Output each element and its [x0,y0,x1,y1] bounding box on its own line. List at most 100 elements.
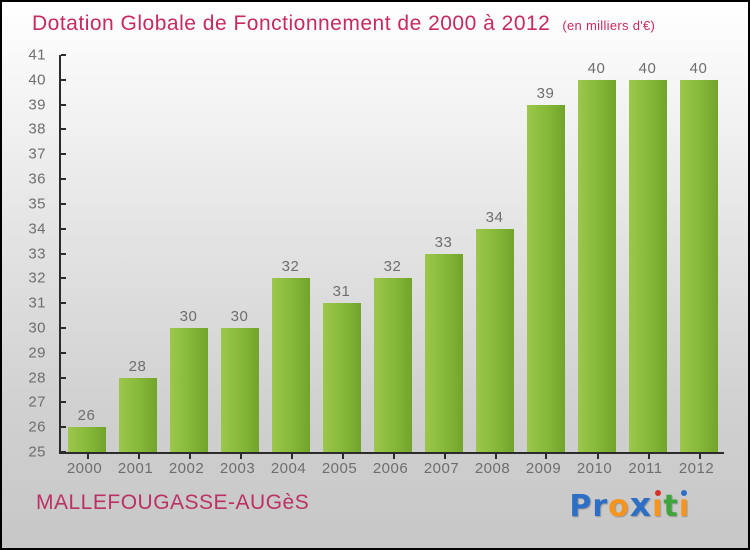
logo-letter-i: ı [652,489,664,524]
y-tick-label: 33 [28,245,46,262]
logo-letter-i: ı [678,489,690,524]
bar-slot-2000: 26 [61,55,112,452]
x-tick-label-2010: 2010 [576,460,613,477]
bar-slot-2006: 32 [367,55,418,452]
x-tick-mark [341,454,344,459]
x-tick-mark [86,454,89,459]
bar-value-label: 26 [77,407,96,425]
y-tick-mark [61,401,66,404]
y-tick-mark [61,178,66,181]
x-tick-label-2008: 2008 [474,460,511,477]
bar-slot-2004: 32 [265,55,316,452]
bar-series: 26 28 30 30 32 31 32 33 34 39 40 40 40 [61,55,724,452]
y-tick-mark [61,153,66,156]
x-tick-mark [494,454,497,459]
x-tick-label-2012: 2012 [678,460,715,477]
x-tick-label-2009: 2009 [525,460,562,477]
y-tick-mark [61,227,66,230]
y-tick-mark [61,78,66,81]
x-tick-label-2002: 2002 [168,460,205,477]
y-tick-mark [61,103,66,106]
y-tick-mark [61,128,66,131]
logo-letter-o: o [608,489,630,524]
y-tick-label: 32 [28,269,46,287]
x-tick-label-2005: 2005 [321,460,358,477]
x-tick-mark [188,454,191,459]
x-tick-mark [392,454,395,459]
y-axis-labels: 25 26 27 28 29 30 31 32 33 34 35 36 37 38 39 40 41 [2,47,54,461]
logo-letter-t: t [663,489,679,524]
commune-name: MALLEFOUGASSE-AUGèS [36,491,310,514]
bar-2007 [424,253,463,452]
x-tick-mark [596,454,599,459]
bar-value-label: 32 [281,258,300,276]
y-tick-label: 39 [28,96,46,114]
logo-letter-dot [681,490,688,496]
y-tick-label: 25 [28,443,46,461]
x-tick-mark [290,454,293,459]
x-axis-labels: 2000 2001 2002 2003 2004 2005 2006 2007 2008 2009… [59,460,722,477]
plot-area: 26 28 30 30 32 31 32 33 34 39 40 40 40 [59,54,724,459]
x-tick-mark [239,454,242,459]
chart-subtitle: (en milliers d'€) [562,18,656,33]
x-tick-label-2004: 2004 [270,460,307,477]
bar-2010 [577,79,616,452]
bar-slot-2012: 40 [673,55,724,452]
y-tick-label: 26 [28,418,46,436]
y-tick-label: 28 [28,369,46,387]
bar-2006 [373,278,412,452]
x-tick-label-2003: 2003 [219,460,256,477]
bar-value-label: 34 [485,208,504,226]
y-tick-label: 34 [28,220,46,238]
logo-letter-x: x [629,485,653,524]
x-tick-label-2000: 2000 [66,460,103,477]
y-tick-label: 35 [28,195,46,213]
y-tick-mark [61,54,66,56]
bar-value-label: 40 [587,59,606,77]
y-tick-mark [61,451,66,453]
bar-slot-2002: 30 [163,55,214,452]
y-tick-label: 27 [28,393,46,411]
bar-value-label: 30 [230,307,249,325]
bar-2009 [526,104,565,452]
y-tick-mark [61,252,66,255]
x-tick-mark [698,454,701,459]
bar-slot-2003: 30 [214,55,265,452]
y-tick-label: 30 [28,319,46,337]
bar-2000 [67,427,106,452]
bar-value-label: 32 [383,258,402,276]
proxiti-logo: Proxı tı [569,485,690,524]
x-tick-label-2011: 2011 [628,460,663,477]
y-tick-label: 38 [28,120,46,138]
bar-slot-2010: 40 [571,55,622,452]
y-tick-mark [61,351,66,354]
y-tick-label: 40 [28,71,46,89]
bar-2012 [679,79,718,452]
y-tick-mark [61,376,66,379]
y-tick-label: 36 [28,170,46,188]
bar-value-label: 28 [128,357,147,375]
logo-letter-dot [654,490,661,496]
bar-2003 [220,327,259,452]
bar-value-label: 39 [536,84,555,102]
x-tick-label-2001: 2001 [117,460,154,477]
logo-letter-P: P [569,489,593,524]
x-tick-mark [443,454,446,459]
y-tick-mark [61,202,66,205]
bar-value-label: 40 [689,59,708,77]
bar-2008 [475,228,514,452]
bar-value-label: 40 [638,59,657,77]
bar-2001 [118,377,157,452]
bar-2011 [628,79,667,452]
x-tick-label-2006: 2006 [372,460,409,477]
bar-slot-2001: 28 [112,55,163,452]
y-tick-mark [61,326,66,329]
logo-letter-r: r [592,489,609,524]
x-tick-label-2007: 2007 [423,460,460,477]
bar-value-label: 33 [434,233,453,251]
bar-slot-2007: 33 [418,55,469,452]
y-tick-label: 37 [28,145,46,163]
y-tick-label: 41 [28,46,46,64]
chart-title: Dotation Globale de Fonctionnement de 20… [32,12,551,35]
